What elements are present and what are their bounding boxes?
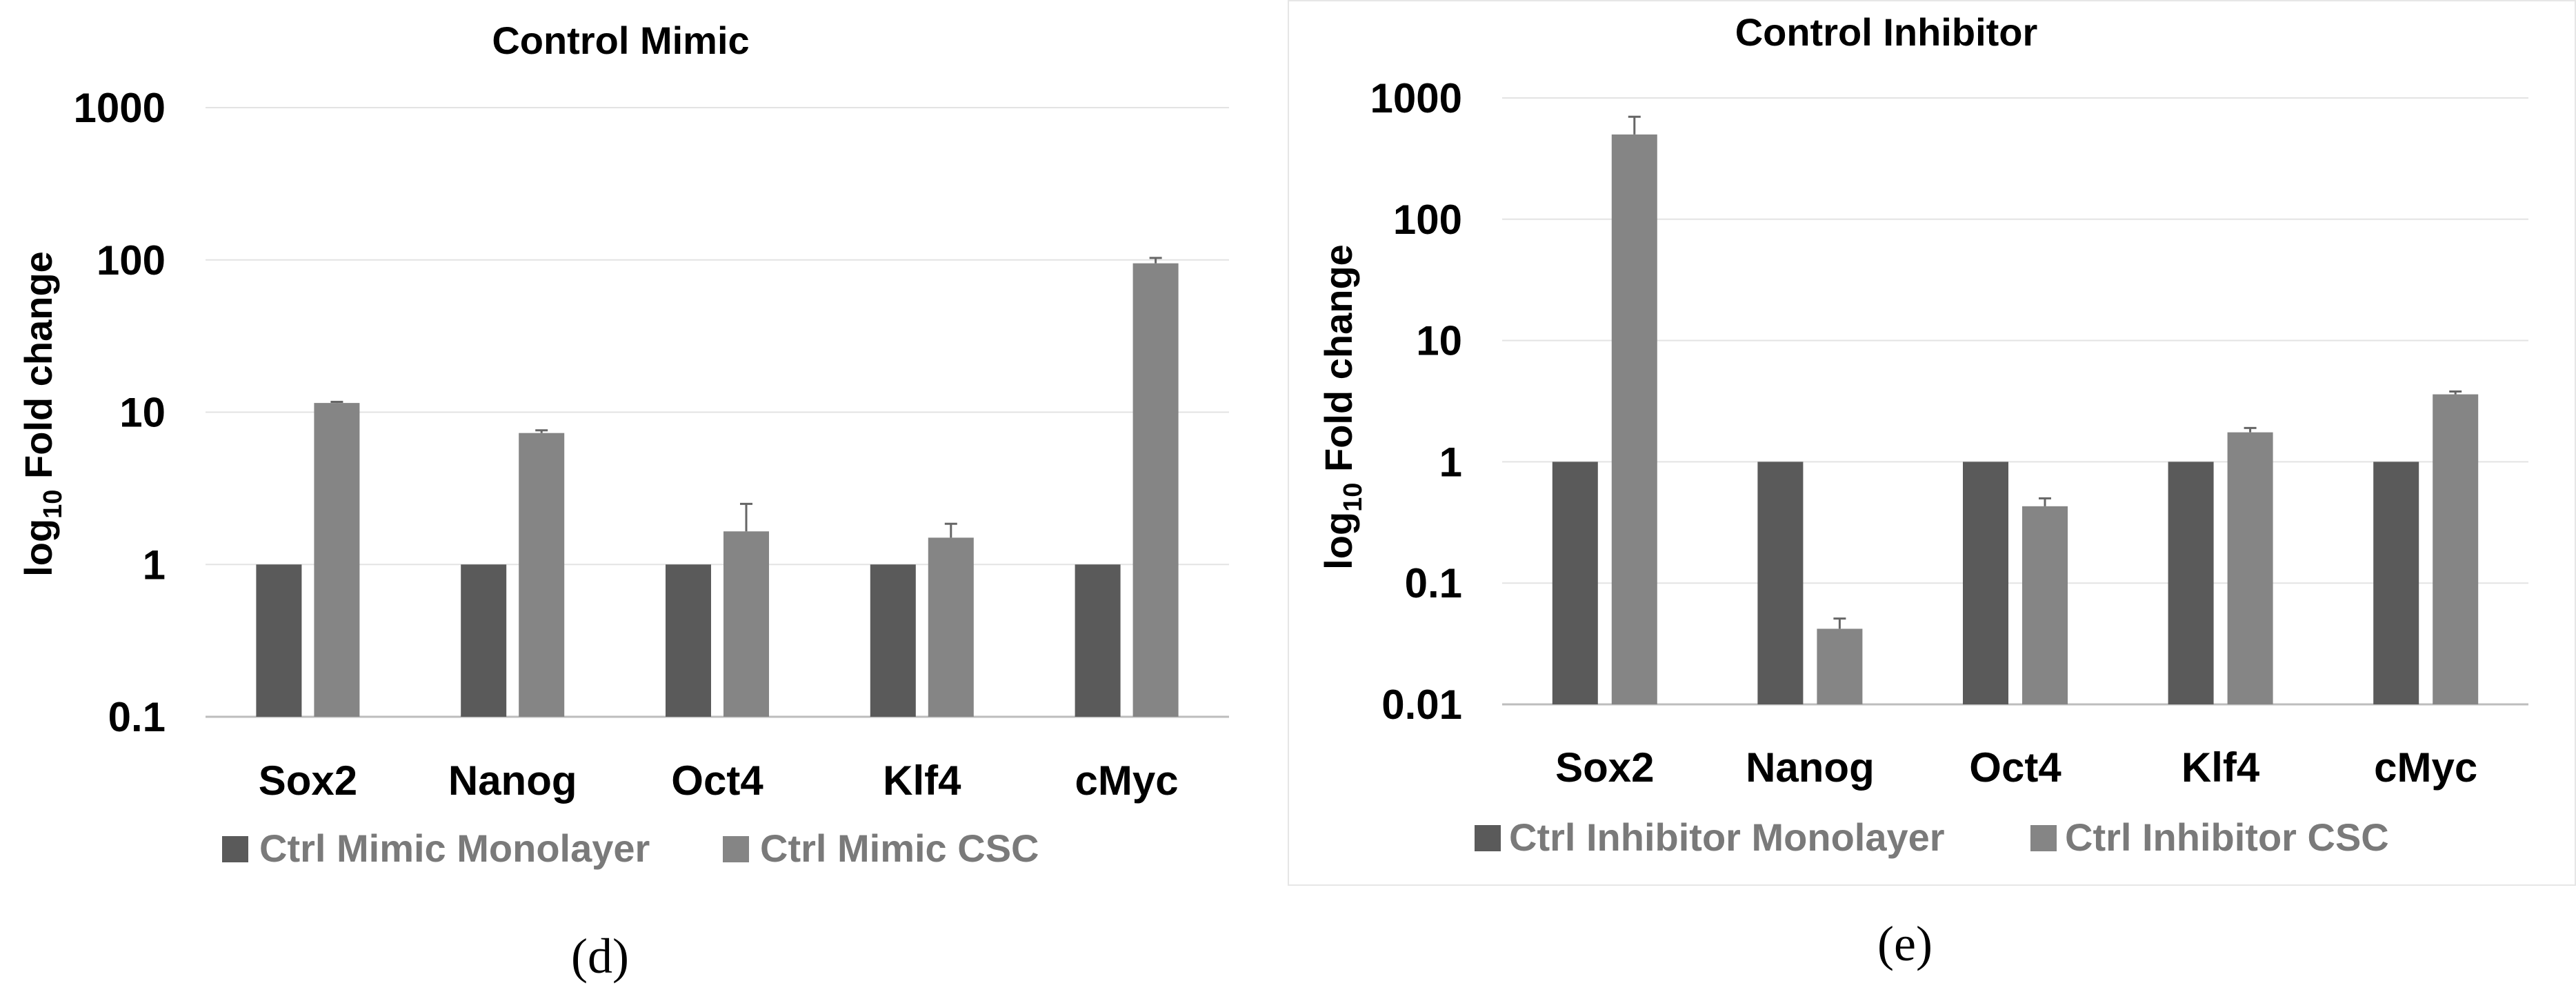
category-label-sox2: Sox2 (1555, 744, 1654, 791)
legend-swatch-monolayer (1475, 825, 1501, 851)
panel-label-e: (e) (1877, 916, 1933, 971)
bar-csc-sox2 (1611, 134, 1657, 704)
category-label-klf4: Klf4 (2181, 744, 2260, 791)
bar-monolayer-sox2 (256, 564, 302, 717)
y-tick-label: 10 (1416, 318, 1462, 364)
category-label-nanog: Nanog (448, 757, 577, 804)
y-tick-label: 10 (119, 390, 166, 436)
category-label-oct4: Oct4 (1969, 744, 2061, 791)
y-tick-label: 1 (1439, 439, 1462, 485)
y-axis-label: log10 Fold change (17, 251, 68, 577)
legend-label-monolayer: Ctrl Mimic Monolayer (259, 826, 650, 870)
error-bar (2039, 497, 2051, 506)
category-label-cmyc: cMyc (1075, 757, 1179, 804)
legend-swatch-csc (723, 836, 749, 862)
bar-csc-klf4 (2227, 432, 2273, 704)
bar-monolayer-oct4 (1963, 462, 2008, 704)
bar-monolayer-sox2 (1552, 462, 1598, 704)
gridlines (206, 107, 1229, 718)
chart-title: Control Mimic (492, 19, 749, 62)
y-tick-label: 100 (1393, 197, 1462, 243)
y-tick-label: 0.1 (108, 694, 166, 740)
y-tick-labels: 0.1 1 10 100 1000 (74, 85, 166, 740)
error-bar (1628, 115, 1641, 135)
error-bar (2449, 390, 2462, 395)
error-bar (740, 502, 752, 532)
bar-csc-sox2 (314, 403, 360, 717)
category-labels: Sox2 Nanog Oct4 Klf4 cMyc (259, 757, 1179, 804)
bar-csc-nanog (519, 433, 565, 717)
legend-label-csc: Ctrl Inhibitor CSC (2065, 815, 2389, 859)
category-label-cmyc: cMyc (2374, 744, 2477, 791)
error-bar (535, 429, 548, 433)
bar-csc-cmyc (2433, 394, 2479, 704)
y-tick-label: 0.01 (1381, 682, 1462, 728)
category-label-oct4: Oct4 (671, 757, 763, 804)
panel-label-d: (d) (571, 929, 629, 984)
y-tick-label: 1000 (74, 85, 166, 131)
error-bar (944, 522, 957, 538)
error-bar (1833, 617, 1846, 629)
bar-csc-oct4 (2022, 506, 2068, 704)
legend: Ctrl Inhibitor Monolayer Ctrl Inhibitor … (1475, 815, 2389, 859)
error-bar (2244, 426, 2257, 433)
bar-monolayer-cmyc (1075, 564, 1121, 717)
y-tick-labels: 0.01 0.1 1 10 100 1000 (1370, 75, 1462, 728)
error-bar (330, 400, 343, 404)
error-bar (1149, 257, 1162, 264)
y-tick-label: 1 (143, 542, 166, 588)
gridlines (1502, 97, 2528, 706)
legend-swatch-csc (2030, 825, 2057, 851)
y-tick-label: 1000 (1370, 75, 1462, 121)
bar-monolayer-nanog (1757, 462, 1804, 704)
chart-title: Control Inhibitor (1735, 10, 2038, 54)
bar-csc-klf4 (928, 537, 974, 717)
bar-monolayer-oct4 (666, 564, 711, 717)
chart-panel-d: Control Mimic log10 Fold change 0.1 1 10 10… (17, 19, 1229, 984)
y-axis-label: log10 Fold change (1317, 244, 1368, 570)
bar-monolayer-klf4 (870, 564, 916, 717)
category-label-klf4: Klf4 (883, 757, 961, 804)
legend: Ctrl Mimic Monolayer Ctrl Mimic CSC (222, 826, 1039, 870)
chart-panel-e: Control Inhibitor log10 Fold change 0.01… (1288, 0, 2576, 971)
bar-monolayer-cmyc (2373, 462, 2419, 704)
bar-monolayer-klf4 (2168, 462, 2214, 704)
bar-csc-cmyc (1132, 263, 1179, 717)
y-tick-label: 100 (97, 237, 166, 284)
bars (1552, 115, 2479, 704)
bars (256, 257, 1179, 717)
legend-swatch-monolayer (222, 836, 248, 862)
bar-csc-nanog (1817, 628, 1863, 704)
bar-monolayer-nanog (461, 564, 507, 717)
category-labels: Sox2 Nanog Oct4 Klf4 cMyc (1555, 744, 2477, 791)
legend-label-monolayer: Ctrl Inhibitor Monolayer (1509, 815, 1945, 859)
legend-label-csc: Ctrl Mimic CSC (760, 826, 1039, 870)
category-label-sox2: Sox2 (259, 757, 357, 804)
bar-csc-oct4 (723, 531, 769, 717)
panel-e-frame (1288, 0, 2576, 886)
category-label-nanog: Nanog (1746, 744, 1875, 791)
y-tick-label: 0.1 (1405, 560, 1462, 606)
